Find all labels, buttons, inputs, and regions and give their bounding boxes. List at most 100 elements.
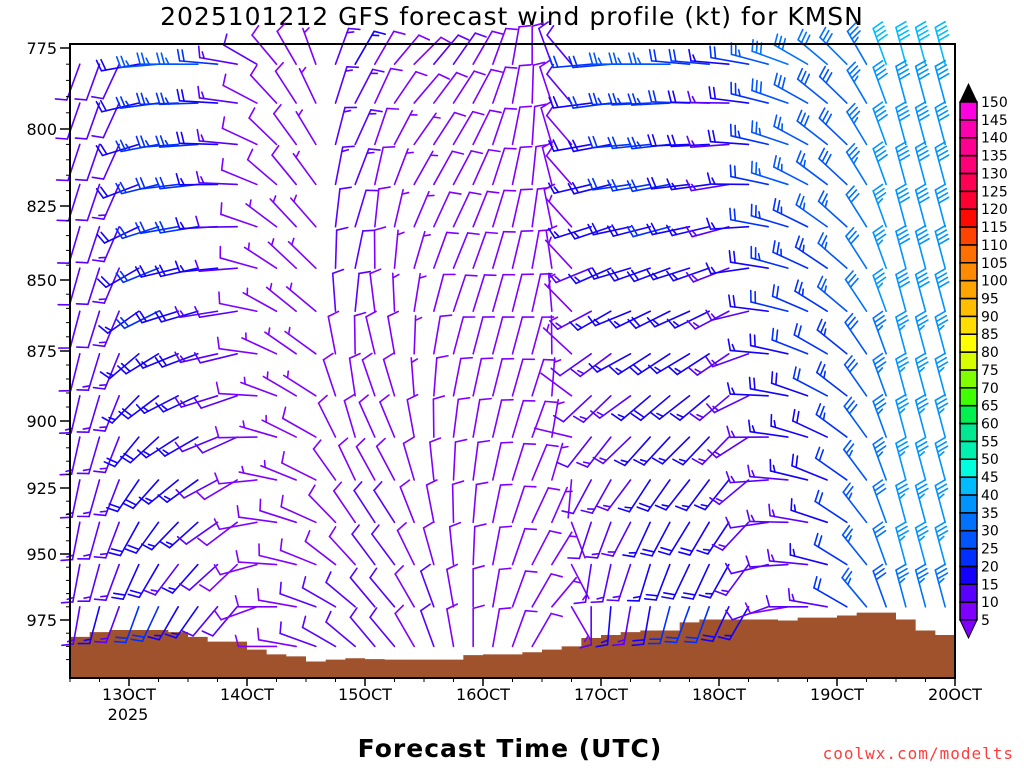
barb-shaft [200, 394, 238, 409]
barb-full [181, 630, 194, 637]
wind-barb [105, 479, 140, 513]
wind-barb [174, 436, 219, 453]
wind-barb [387, 310, 400, 355]
wind-barb [116, 310, 160, 330]
barb-full [454, 438, 468, 443]
y-tick-label: 900 [26, 412, 57, 431]
barb-shaft [472, 109, 491, 146]
barb-full [668, 48, 673, 62]
colorbar-label: 70 [981, 381, 999, 397]
barb-half [847, 492, 853, 501]
barb-full [382, 352, 395, 361]
wind-barb [548, 267, 592, 284]
credit-link[interactable]: coolwx.com/modelts [822, 744, 1014, 763]
barb-shaft [322, 358, 337, 397]
wind-barb [354, 30, 386, 65]
wind-barb [374, 146, 396, 186]
barb-shaft [730, 175, 769, 186]
wind-barb [413, 190, 435, 228]
barb-full [349, 567, 358, 579]
wind-barb [334, 66, 360, 104]
barb-shaft [545, 114, 573, 146]
barb-full [406, 393, 419, 401]
barb-full [822, 29, 830, 42]
barb-full [161, 587, 174, 594]
barb-full [790, 498, 793, 512]
barb-full [194, 397, 203, 409]
wind-barb [585, 521, 612, 559]
barb-full [705, 309, 713, 322]
barb-full [215, 381, 220, 395]
barb-full [896, 356, 908, 365]
barb-full [122, 502, 134, 510]
wind-barb [122, 479, 160, 510]
wind-barb [934, 20, 950, 65]
wind-barb [795, 193, 828, 228]
barb-full [916, 525, 928, 534]
barb-half [639, 458, 648, 463]
barb-full [591, 267, 600, 279]
barb-full [592, 177, 599, 191]
barb-full [751, 120, 754, 134]
barb-full [54, 98, 68, 101]
barb-shaft [369, 272, 376, 313]
barb-full [729, 207, 732, 221]
x-tick-label: 20OCT [928, 685, 982, 704]
barb-full [850, 69, 861, 79]
barb-half [637, 57, 642, 65]
barb-full [803, 115, 810, 128]
barb-full [848, 146, 858, 157]
barb-full [195, 215, 200, 229]
wind-barb [511, 188, 534, 228]
barb-full [325, 610, 332, 623]
barb-full [845, 185, 855, 196]
wind-barb [301, 575, 337, 608]
wind-barb [452, 150, 484, 186]
barb-half [654, 366, 662, 372]
wind-barb [98, 310, 140, 334]
barb-full [717, 636, 731, 641]
barb-full [379, 394, 390, 403]
barb-half [710, 266, 717, 274]
wind-barb [393, 34, 431, 65]
barb-shaft [730, 218, 769, 228]
wind-barb [872, 21, 888, 65]
barb-shaft [181, 436, 219, 453]
barb-shaft [66, 63, 81, 101]
barb-shaft [154, 563, 179, 596]
barb-shaft [433, 71, 458, 104]
barb-shaft [220, 169, 258, 186]
wind-barb [647, 352, 691, 375]
barb-full [815, 403, 822, 416]
barb-shaft [895, 442, 907, 481]
wind-barb [492, 230, 516, 269]
barb-full [751, 39, 754, 53]
barb-shaft [934, 316, 946, 355]
wind-barb [492, 607, 512, 648]
barb-shaft [633, 521, 651, 558]
barb-full [504, 66, 518, 69]
wind-barb [354, 189, 379, 228]
barb-shaft [749, 605, 789, 615]
barb-full [875, 276, 887, 285]
barb-half [82, 468, 91, 472]
barb-full [649, 411, 661, 420]
barb-half [694, 368, 702, 374]
barb-full [545, 105, 554, 117]
barb-full [753, 334, 756, 348]
wind-barb [194, 436, 238, 454]
barb-half [681, 504, 690, 508]
barb-shaft [175, 605, 199, 639]
wind-barb [844, 270, 868, 313]
barb-half [99, 384, 108, 387]
barb-shaft [872, 27, 887, 65]
wind-barb [97, 267, 140, 288]
barb-shaft [162, 394, 199, 413]
wind-barb [140, 521, 179, 551]
barb-shaft [872, 400, 887, 438]
wind-barb [358, 394, 376, 438]
barb-full [918, 33, 930, 42]
barb-full [709, 496, 721, 506]
barb-full [617, 507, 631, 513]
barb-shaft [872, 107, 887, 146]
